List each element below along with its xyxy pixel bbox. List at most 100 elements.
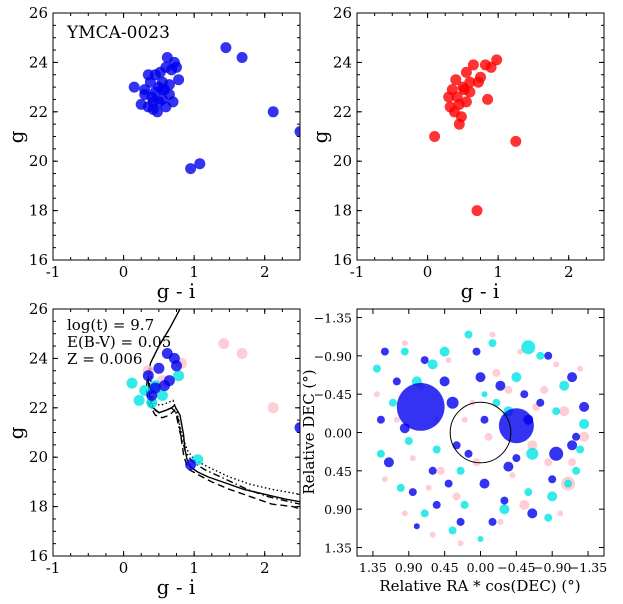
star-pink	[557, 510, 564, 517]
star-pink	[509, 472, 516, 479]
star-cyan	[388, 398, 397, 407]
data-point-members	[194, 158, 206, 170]
star-blue	[408, 488, 417, 497]
star-blue	[579, 401, 590, 412]
star-pink	[568, 458, 577, 467]
y-tick-label: 18	[333, 202, 352, 220]
star-pink	[401, 340, 408, 347]
star-cyan	[372, 364, 381, 373]
star-cyan	[511, 372, 522, 383]
x-tick-label: −0.90	[533, 560, 571, 575]
data-point-pink	[236, 348, 248, 359]
star-blue	[383, 457, 394, 468]
star-pink	[492, 368, 501, 377]
data-point-members	[151, 106, 163, 118]
panel1-ticks: -1 0 1 2 16 18 20 22 24 26	[333, 4, 605, 281]
panel3-ylabel: Relative DEC (°)	[300, 369, 318, 494]
star-cyan	[547, 491, 558, 502]
panel1-marks	[429, 54, 522, 217]
panel2-marks	[126, 309, 300, 510]
star-blue	[500, 496, 509, 505]
data-point-field	[429, 131, 441, 142]
star-pink	[579, 431, 590, 442]
star-pink	[544, 458, 553, 467]
data-point-field	[479, 59, 491, 71]
data-point-blue	[153, 362, 165, 374]
y-tick-label: 0.90	[324, 502, 352, 517]
star-blue	[480, 415, 489, 424]
star-blue	[472, 347, 481, 356]
data-point-blue	[146, 389, 158, 401]
panel0-ylabel: g	[4, 130, 28, 143]
x-tick-label: −1.35	[569, 560, 607, 575]
panel2-xlabel: g - i	[157, 575, 196, 599]
data-point-members	[142, 69, 154, 81]
data-point-field	[464, 76, 476, 88]
data-point-members	[139, 84, 151, 96]
star-cyan	[404, 437, 413, 445]
star-cyan	[400, 347, 409, 356]
y-tick-label: 26	[29, 300, 48, 318]
data-point-members	[185, 163, 197, 175]
x-tick-label: -1	[46, 263, 61, 281]
star-cyan	[432, 445, 441, 454]
star-blue	[439, 376, 450, 387]
panel2-frame	[52, 308, 301, 557]
x-tick-label: -1	[46, 559, 61, 577]
y-tick-label: 24	[333, 53, 352, 71]
star-pink	[559, 406, 570, 417]
y-tick-label: 0.00	[324, 426, 352, 441]
panel0-xlabel: g - i	[157, 279, 196, 303]
y-tick-label: 0.45	[324, 464, 352, 479]
data-point-field	[460, 66, 472, 78]
y-tick-label: 26	[333, 4, 352, 22]
star-pink	[457, 540, 464, 547]
star-cyan	[488, 339, 497, 348]
data-point-pink	[267, 402, 279, 414]
star-pink	[452, 492, 461, 501]
isochrone-dashed	[145, 368, 300, 510]
x-tick-label: −0.45	[497, 560, 535, 575]
data-point-field	[472, 76, 484, 88]
x-tick-label: 2	[260, 263, 270, 281]
x-tick-label: 0.00	[467, 560, 495, 575]
star-pink	[517, 348, 524, 355]
data-point-members	[294, 126, 300, 138]
y-tick-label: 24	[29, 53, 48, 71]
panel0-ticks: -1 0 1 2 16 18 20 22 24 26	[29, 4, 301, 281]
panel0-frame	[52, 12, 301, 261]
data-point-field	[471, 205, 483, 217]
star-cyan	[559, 380, 570, 391]
data-point-blue	[163, 375, 175, 387]
star-blue	[503, 461, 514, 472]
panel1-xlabel: g - i	[461, 279, 500, 303]
data-point-members	[236, 52, 248, 63]
isochrone-dashdot	[148, 368, 300, 505]
star-pink	[527, 440, 538, 451]
data-point-field	[443, 91, 455, 103]
star-cyan	[572, 466, 581, 475]
star-pink	[429, 531, 436, 538]
panel3-xlabel: Relative RA * cos(DEC) (°)	[379, 577, 580, 595]
data-point-members	[173, 74, 185, 86]
panel0-marks	[128, 42, 300, 175]
data-point-field	[453, 118, 465, 130]
y-tick-label: 22	[29, 399, 48, 417]
star-pink	[519, 499, 530, 510]
star-blue	[475, 372, 486, 383]
star-cyan	[536, 351, 545, 360]
star-cyan	[376, 449, 385, 458]
star-pink	[484, 432, 493, 441]
star-blue	[512, 454, 521, 463]
data-point-cyan	[173, 370, 185, 382]
data-point-field	[467, 59, 479, 71]
star-blue	[520, 390, 529, 399]
star-cyan	[477, 536, 484, 542]
data-point-blue	[142, 370, 154, 382]
annotation-extinction: E(B-V) = 0.05	[67, 333, 171, 351]
y-tick-label: 24	[29, 349, 48, 367]
panel1-ylabel: g	[308, 130, 332, 143]
star-cyan	[576, 445, 585, 454]
y-tick-label: 20	[333, 152, 352, 170]
data-point-members	[147, 96, 159, 108]
